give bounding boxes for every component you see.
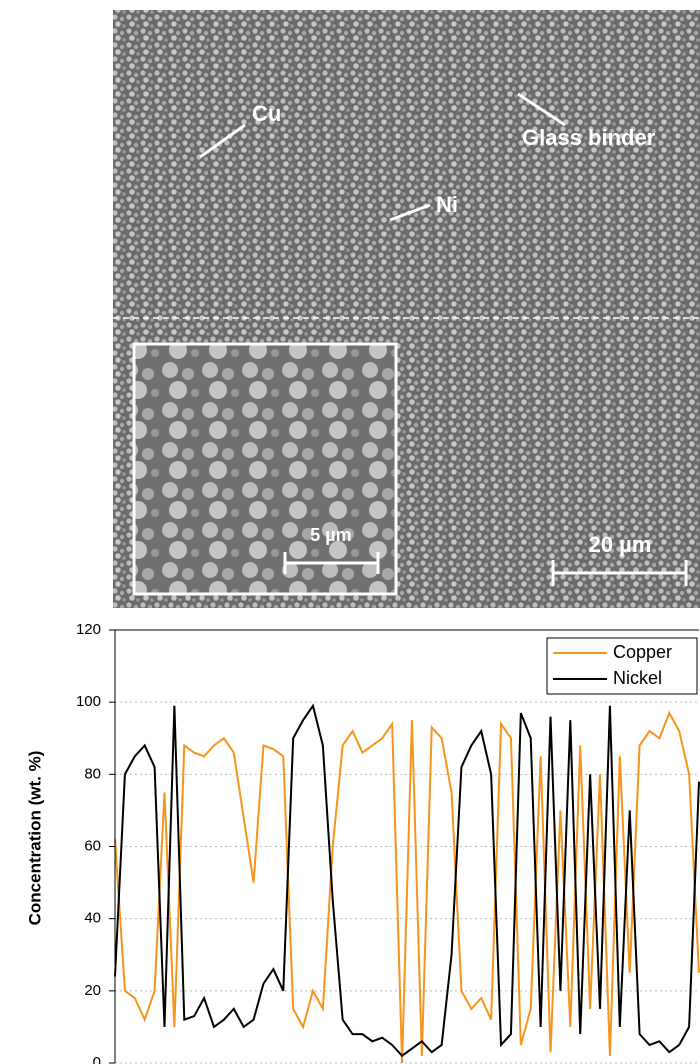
inset	[132, 342, 398, 596]
scale-label: 20 µm	[589, 532, 652, 557]
legend-label: Copper	[613, 642, 672, 662]
data-line	[114, 703, 700, 1058]
sem-image: Cu Ni Glass binder 5 µm 20 µm	[113, 10, 700, 608]
annotation: Glass binder	[522, 125, 656, 150]
y-tick-label: 40	[84, 910, 101, 927]
scale-bars	[283, 552, 688, 586]
data-line	[114, 710, 700, 1064]
annotation: Ni	[436, 192, 458, 217]
y-tick-label: 0	[93, 1054, 101, 1064]
legend-label: Nickel	[613, 668, 662, 688]
y-tick-label: 120	[76, 621, 101, 638]
legend-box	[546, 637, 698, 695]
arrows	[199, 92, 566, 222]
inset-scale-label: 5 µm	[310, 525, 351, 545]
annotation: Cu	[252, 101, 281, 126]
y-tick-label: 80	[84, 765, 101, 782]
y-tick-label: 20	[84, 982, 101, 999]
y-tick-label: 100	[76, 693, 101, 710]
y-axis-label: Concentration (wt. %)	[25, 751, 44, 926]
y-tick-label: 60	[84, 837, 101, 854]
chart: Concentration (wt. %) 0 20 40 60 80 100 120 Cop…	[25, 621, 700, 1064]
